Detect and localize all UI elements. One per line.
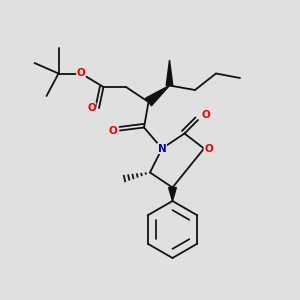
Text: O: O (76, 68, 85, 79)
Text: O: O (108, 125, 117, 136)
Text: O: O (204, 143, 213, 154)
Polygon shape (166, 60, 173, 85)
Polygon shape (146, 85, 170, 106)
Text: O: O (87, 103, 96, 113)
Text: N: N (158, 143, 166, 154)
Polygon shape (169, 188, 176, 201)
Text: O: O (201, 110, 210, 121)
